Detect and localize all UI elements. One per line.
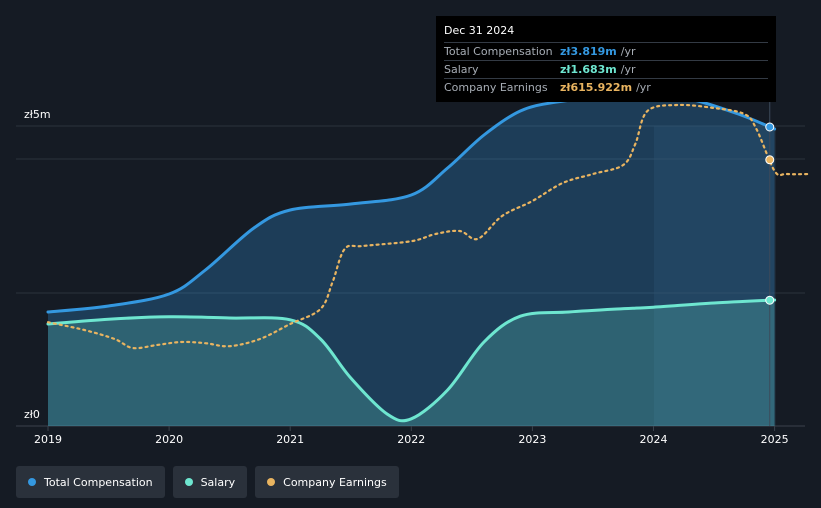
y-tick-bottom: zł0	[24, 408, 40, 421]
company-earnings-line	[46, 103, 812, 350]
x-tick-label: 2025	[761, 433, 789, 446]
tooltip-unit: /yr	[636, 81, 651, 94]
tooltip-row-earnings: Company Earnings zł615.922m /yr	[444, 79, 768, 96]
legend-item-company-earnings[interactable]: Company Earnings	[255, 466, 399, 498]
salary-marker	[765, 295, 775, 305]
tooltip-value: zł615.922m	[560, 81, 633, 94]
tooltip-unit: /yr	[620, 45, 636, 58]
tooltip-value: zł1.683m	[560, 63, 617, 76]
legend-item-total-compensation[interactable]: Total Compensation	[16, 466, 165, 498]
forecast-shade	[654, 126, 776, 426]
tooltip-value: zł3.819m	[560, 45, 617, 58]
legend-dot-icon	[267, 478, 276, 486]
tooltip-label: Salary	[444, 63, 479, 76]
legend-label: Salary	[200, 475, 236, 489]
legend-item-salary[interactable]: Salary	[172, 466, 248, 498]
series-areas	[48, 95, 775, 426]
y-tick-top: zł5m	[24, 108, 51, 121]
tooltip-unit: /yr	[620, 63, 636, 76]
x-tick-label: 2023	[518, 433, 546, 446]
total-compensation-area	[48, 95, 775, 426]
tooltip-row-salary: Salary zł1.683m /yr	[444, 61, 768, 79]
x-axis-ticks: 2019 2020 2021 2022 2023 2024 2025	[34, 426, 789, 446]
legend-dot-icon	[28, 478, 36, 486]
total-compensation-marker	[765, 122, 775, 132]
x-tick-label: 2024	[640, 433, 668, 446]
tooltip-label: Total Compensation	[444, 45, 553, 58]
salary-area	[48, 300, 775, 426]
salary-line	[46, 298, 777, 423]
x-tick-label: 2022	[397, 433, 425, 446]
tooltip: Dec 31 2024 Total Compensation zł3.819m …	[436, 16, 776, 102]
tooltip-date: Dec 31 2024	[444, 22, 768, 43]
x-tick-label: 2020	[155, 433, 183, 446]
x-tick-label: 2019	[34, 433, 62, 446]
legend-label: Total Compensation	[44, 475, 153, 489]
company-earnings-marker	[765, 155, 775, 165]
legend-label: Company Earnings	[283, 475, 387, 489]
grid-lines	[16, 125, 805, 427]
legend: Total Compensation Salary Company Earnin…	[16, 466, 399, 498]
highlight-markers	[765, 100, 775, 426]
tooltip-row-total: Total Compensation zł3.819m /yr	[444, 43, 768, 61]
legend-dot-icon	[184, 478, 193, 486]
tooltip-label: Company Earnings	[444, 81, 548, 94]
x-tick-label: 2021	[276, 433, 304, 446]
